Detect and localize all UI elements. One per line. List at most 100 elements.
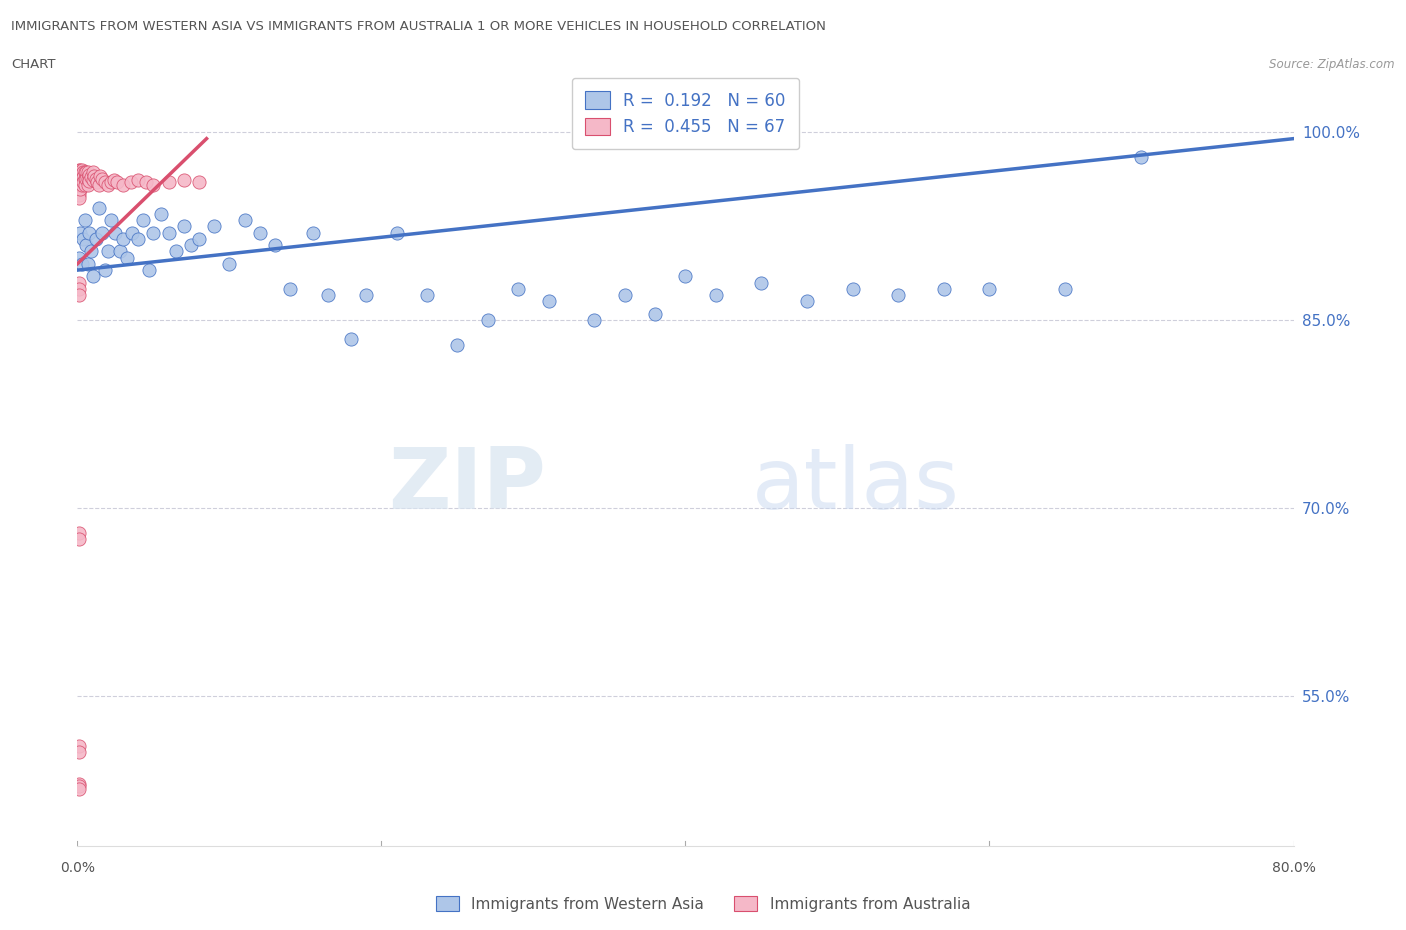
Point [202, 219, 225, 233]
Point [72, 232, 94, 246]
Point [932, 282, 955, 297]
Point [84, 171, 107, 186]
Point [385, 225, 408, 240]
Point [87, 178, 110, 193]
Point [67, 532, 90, 547]
Point [887, 287, 910, 302]
Point [70, 178, 93, 193]
Point [67, 287, 90, 302]
Point [537, 294, 560, 309]
Point [73, 213, 96, 228]
Point [69, 178, 91, 193]
Point [796, 294, 818, 309]
Point [67, 777, 90, 791]
Point [80, 244, 103, 259]
Point [67, 525, 90, 540]
Point [149, 206, 172, 221]
Point [84, 232, 107, 246]
Point [79, 225, 101, 240]
Point [72, 165, 94, 179]
Point [121, 225, 143, 240]
Point [77, 257, 100, 272]
Point [1054, 282, 1077, 297]
Point [97, 178, 120, 193]
Point [67, 165, 90, 179]
Text: IMMIGRANTS FROM WESTERN ASIA VS IMMIGRANTS FROM AUSTRALIA 1 OR MORE VEHICLES IN : IMMIGRANTS FROM WESTERN ASIA VS IMMIGRAN… [11, 20, 827, 33]
Point [87, 200, 110, 215]
Point [70, 257, 93, 272]
Point [165, 244, 187, 259]
Point [67, 282, 90, 297]
Point [142, 225, 165, 240]
Point [77, 171, 100, 186]
Point [117, 250, 139, 265]
Point [157, 225, 180, 240]
Point [67, 188, 90, 203]
Point [111, 178, 134, 193]
Point [233, 213, 256, 228]
Point [93, 262, 115, 277]
Point [80, 170, 103, 185]
Point [72, 175, 94, 190]
Point [218, 257, 240, 272]
Point [93, 175, 115, 190]
Point [105, 175, 128, 190]
Point [508, 282, 530, 297]
Point [69, 173, 91, 188]
Point [127, 232, 149, 246]
Point [142, 178, 165, 193]
Point [173, 219, 195, 233]
Point [180, 238, 202, 253]
Point [70, 166, 93, 181]
Point [644, 307, 666, 322]
Point [73, 165, 96, 179]
Point [316, 287, 339, 302]
Point [67, 163, 90, 178]
Point [67, 178, 90, 193]
Legend: R =  0.192   N = 60, R =  0.455   N = 67: R = 0.192 N = 60, R = 0.455 N = 67 [572, 78, 799, 150]
Point [79, 167, 101, 182]
Point [67, 182, 90, 197]
Point [302, 225, 325, 240]
Point [69, 225, 91, 240]
Point [416, 287, 439, 302]
Point [70, 163, 93, 178]
Text: ZIP: ZIP [388, 444, 546, 526]
Point [67, 173, 90, 188]
Point [120, 175, 142, 190]
Point [82, 165, 104, 179]
Point [69, 168, 91, 183]
Point [67, 250, 90, 265]
Point [82, 173, 104, 188]
Point [675, 269, 697, 284]
Point [841, 282, 863, 297]
Point [354, 287, 377, 302]
Text: atlas: atlas [752, 444, 960, 526]
Point [67, 778, 90, 793]
Point [79, 174, 101, 189]
Point [86, 175, 108, 190]
Text: 0.0%: 0.0% [60, 861, 94, 875]
Point [173, 173, 195, 188]
Point [67, 170, 90, 185]
Point [446, 338, 468, 352]
Point [69, 181, 91, 196]
Point [90, 171, 112, 186]
Point [89, 168, 111, 183]
Point [67, 781, 90, 796]
Point [340, 332, 363, 347]
Point [70, 171, 93, 186]
Point [72, 170, 94, 185]
Point [67, 738, 90, 753]
Point [103, 173, 125, 188]
Point [751, 275, 773, 290]
Point [477, 312, 499, 327]
Text: CHART: CHART [11, 58, 56, 71]
Point [100, 175, 122, 190]
Point [67, 175, 90, 190]
Point [264, 238, 287, 253]
Point [67, 190, 90, 205]
Point [67, 185, 90, 200]
Point [67, 275, 90, 290]
Legend: Immigrants from Western Asia, Immigrants from Australia: Immigrants from Western Asia, Immigrants… [430, 889, 976, 918]
